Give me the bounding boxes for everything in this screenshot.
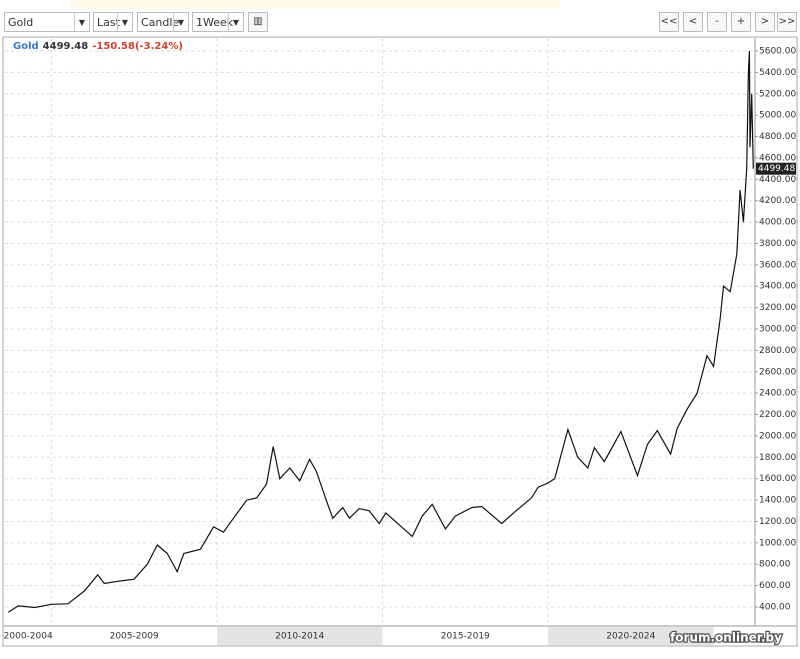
y-tick-label: 4600.00 (759, 153, 796, 163)
x-band (216, 627, 383, 645)
y-tick-label: 600.00 (759, 581, 791, 591)
legend-item: 4499.48 (43, 41, 89, 52)
select-label: 1Week (196, 16, 234, 29)
y-tick-label: 1400.00 (759, 496, 796, 506)
indicator-button[interactable]: ▥ (248, 12, 268, 32)
toolbar-select[interactable]: Gold ▼ (4, 12, 90, 32)
dropdown-arrow: ▼ (173, 13, 188, 31)
legend-item: Gold (13, 41, 39, 52)
y-tick-label: 4800.00 (759, 132, 796, 142)
x-tick-label: 2010-2014 (275, 632, 324, 642)
select-label: Gold (8, 16, 34, 29)
y-tick-label: 1600.00 (759, 474, 796, 484)
price-line (7, 50, 754, 613)
y-tick-label: 400.00 (759, 602, 791, 612)
y-tick-label: 2600.00 (759, 367, 796, 377)
toolbar-select[interactable]: Last ▼ (93, 12, 133, 32)
y-tick-label: 4400.00 (759, 175, 796, 185)
y-tick-label: 2200.00 (759, 410, 796, 420)
y-tick-label: 5000.00 (759, 111, 796, 121)
last-price-box (756, 162, 796, 175)
y-tick-label: 5600.00 (759, 47, 796, 57)
last-price-label: 4499.48 (758, 164, 795, 174)
nav-button[interactable]: - (707, 12, 727, 32)
select-label: Last (97, 16, 120, 29)
y-tick-label: 2400.00 (759, 389, 796, 399)
nav-button[interactable]: + (731, 12, 751, 32)
select-label: Candle (141, 16, 180, 29)
dropdown-arrow: ▼ (228, 13, 243, 31)
y-tick-label: 3400.00 (759, 282, 796, 292)
y-tick-label: 3600.00 (759, 260, 796, 270)
legend: Gold 4499.48 -150.58(-3.24%) (13, 41, 183, 52)
chart-frame (2, 36, 798, 647)
x-tick-label: 2000-2004 (4, 632, 53, 642)
y-tick-label: 5200.00 (759, 89, 796, 99)
dropdown-arrow: ▼ (117, 13, 132, 31)
watermark: forum.onliner.by (670, 631, 782, 645)
dropdown-arrow: ▼ (74, 13, 89, 31)
y-tick-label: 1200.00 (759, 517, 796, 527)
y-tick-label: 2000.00 (759, 431, 796, 441)
y-tick-label: 800.00 (759, 560, 791, 570)
legend-item: -150.58(-3.24%) (92, 41, 183, 52)
y-tick-label: 1800.00 (759, 453, 796, 463)
nav-button[interactable]: < (683, 12, 703, 32)
x-tick-label: 2020-2024 (606, 632, 655, 642)
x-tick-label: 2015-2019 (441, 632, 490, 642)
y-tick-label: 2800.00 (759, 346, 796, 356)
y-tick-label: 3200.00 (759, 303, 796, 313)
nav-button[interactable]: << (659, 12, 679, 32)
y-tick-label: 3800.00 (759, 239, 796, 249)
y-tick-label: 3000.00 (759, 325, 796, 335)
nav-button[interactable]: > (755, 12, 775, 32)
y-tick-label: 1000.00 (759, 538, 796, 548)
y-tick-label: 4200.00 (759, 196, 796, 206)
nav-button[interactable]: >> (777, 12, 797, 32)
y-tick-label: 5400.00 (759, 68, 796, 78)
x-tick-label: 2005-2009 (110, 632, 159, 642)
x-band (548, 627, 714, 645)
toolbar-select[interactable]: Candle ▼ (137, 12, 189, 32)
y-tick-label: 4000.00 (759, 218, 796, 228)
top-strip (70, 0, 560, 9)
toolbar-select[interactable]: 1Week ▼ (192, 12, 244, 32)
